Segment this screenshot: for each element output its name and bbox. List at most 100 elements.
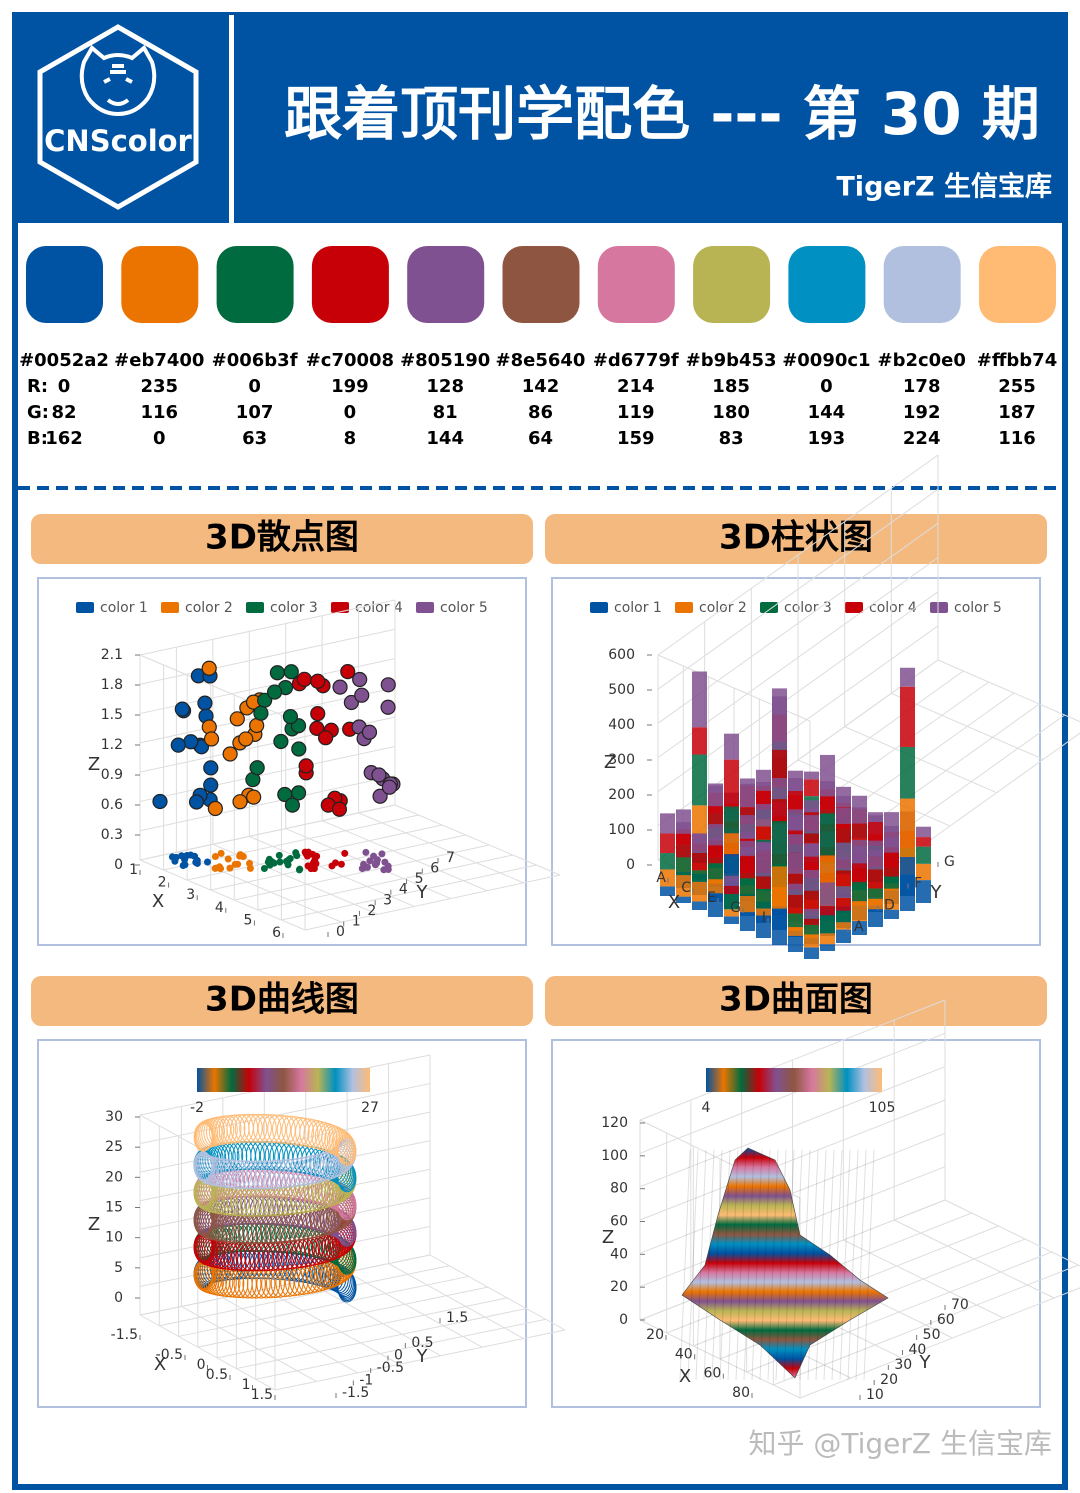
axis-title: Z	[604, 752, 616, 773]
bar-segment	[804, 779, 819, 797]
swatch	[121, 246, 199, 323]
bar-segment	[692, 901, 707, 910]
point	[282, 708, 299, 725]
axis-title: Z	[602, 1227, 614, 1248]
tick-label: 6	[272, 925, 281, 941]
tick-label: -0.5	[156, 1347, 183, 1363]
bar-segment	[900, 746, 915, 799]
point	[232, 794, 248, 810]
surface	[681, 1147, 889, 1379]
tube-ring	[281, 1115, 301, 1145]
hex-code: #eb7400	[114, 350, 204, 371]
tick-label: 20	[105, 1169, 123, 1185]
hex-code: #0052a2	[19, 350, 109, 371]
swatch	[26, 246, 103, 323]
bar-segment	[788, 894, 803, 914]
bar-segment	[852, 846, 867, 864]
tube-ring	[267, 1114, 287, 1144]
rgb-value: 178	[903, 376, 941, 397]
legend-label: color 1	[614, 600, 662, 616]
bar-segment	[900, 798, 915, 857]
bar-segment	[740, 878, 755, 896]
bar-segment	[724, 894, 739, 910]
mesh-line	[855, 1149, 867, 1381]
bar-segment	[820, 933, 835, 945]
point	[201, 660, 217, 676]
tube-ring	[222, 1114, 242, 1144]
tick-label: 400	[608, 717, 635, 733]
point	[246, 789, 262, 805]
grid-line	[139, 745, 396, 802]
tick-label: A	[656, 870, 666, 886]
bar-segment	[740, 846, 755, 857]
tube-ring	[269, 1159, 289, 1189]
bar-segment	[868, 888, 883, 899]
rgb-value: 83	[719, 428, 744, 449]
floor-point	[301, 848, 309, 856]
grid-line	[139, 804, 396, 861]
tube-ring	[197, 1119, 217, 1149]
grid-line	[139, 1083, 431, 1145]
mesh-line	[807, 1149, 819, 1381]
bar-segment	[836, 910, 851, 923]
floor-point	[275, 851, 283, 859]
header-divider	[229, 15, 234, 223]
legend-label: color 1	[100, 600, 148, 616]
tube-ring	[193, 1122, 213, 1152]
bar-segment	[788, 790, 803, 813]
mesh-line	[839, 1149, 851, 1381]
point	[269, 665, 286, 681]
grid-line	[139, 1168, 431, 1230]
grid-line	[181, 1305, 317, 1382]
bar-segment	[692, 870, 707, 882]
bar-segment	[740, 815, 755, 839]
tick-label: 4	[399, 882, 408, 898]
legend-label: color 2	[699, 600, 747, 616]
tube-ring	[239, 1113, 259, 1143]
grid-line	[176, 851, 342, 923]
tick-label: 2	[367, 903, 376, 919]
floor-point	[181, 856, 189, 864]
hex-code: #d6779f	[593, 350, 679, 371]
bar-segment	[884, 852, 899, 877]
bar-segment	[772, 749, 787, 788]
grid-line	[236, 1308, 527, 1370]
bar-segment	[708, 785, 723, 807]
legend-swatch	[76, 602, 94, 613]
rgb-value: 187	[998, 402, 1036, 423]
tick-label: 60	[610, 1214, 628, 1230]
swatch	[883, 246, 961, 323]
point	[152, 793, 168, 810]
panel-title: 3D曲线图	[205, 980, 359, 1020]
bar-segment	[836, 786, 851, 808]
floor-point	[260, 865, 268, 873]
tube-ring	[246, 1160, 266, 1190]
floor-point	[192, 858, 200, 866]
point	[183, 734, 199, 750]
floor-point	[181, 861, 189, 869]
floor-point	[203, 858, 211, 866]
bar-segment	[676, 822, 691, 834]
tick-label: 500	[608, 682, 635, 698]
tick-label: 2	[158, 875, 167, 891]
legend-swatch	[416, 602, 434, 613]
rgb-value: 144	[426, 428, 464, 449]
bar-segment	[836, 823, 851, 843]
floor-point	[293, 852, 301, 860]
tube-ring	[288, 1157, 308, 1187]
point	[249, 760, 265, 776]
legend-swatch	[246, 602, 264, 613]
tick-label: 2.1	[101, 647, 123, 663]
hex-code: #006b3f	[212, 350, 298, 371]
bar-segment	[692, 671, 707, 728]
grid-line	[139, 628, 396, 685]
tick-label: -0.5	[377, 1360, 404, 1376]
rgb-value: 185	[712, 376, 750, 397]
grid-line	[429, 1254, 566, 1331]
tick-label: 0	[619, 1312, 628, 1328]
rgb-value: 142	[522, 376, 560, 397]
legend-swatch	[331, 602, 349, 613]
rgb-value: 0	[344, 402, 357, 423]
tick-label: 0	[114, 1290, 123, 1306]
tube-ring	[274, 1159, 294, 1189]
